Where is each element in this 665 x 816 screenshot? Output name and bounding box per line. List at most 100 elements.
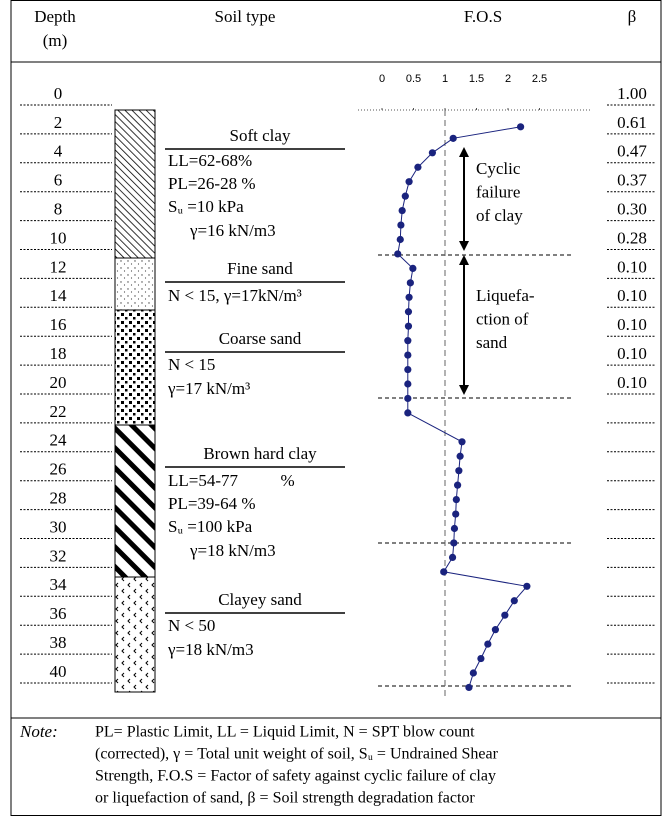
depth-label: 6 bbox=[54, 171, 63, 190]
fos-point bbox=[511, 597, 518, 604]
fos-point bbox=[501, 612, 508, 619]
fos-point bbox=[458, 438, 465, 445]
beta-value: 1.00 bbox=[617, 84, 647, 103]
fos-point bbox=[394, 250, 401, 257]
fos-point bbox=[405, 308, 412, 315]
beta-value: 0.28 bbox=[617, 228, 647, 247]
depth-label: 32 bbox=[50, 546, 67, 565]
fos-point bbox=[452, 510, 459, 517]
header-soil: Soil type bbox=[215, 7, 276, 26]
beta-value: 0.10 bbox=[617, 286, 647, 305]
beta-value: 0.30 bbox=[617, 200, 647, 219]
beta-value: 0.10 bbox=[617, 373, 647, 392]
layer-name: Soft clay bbox=[230, 126, 291, 145]
fos-point bbox=[404, 380, 411, 387]
annotation: of clay bbox=[476, 206, 523, 225]
fos-point bbox=[404, 337, 411, 344]
fos-point bbox=[454, 482, 461, 489]
fos-point bbox=[477, 655, 484, 662]
depth-label: 40 bbox=[50, 662, 67, 681]
fos-point bbox=[484, 641, 491, 648]
fos-point bbox=[404, 352, 411, 359]
x-tick-label: 0.5 bbox=[406, 73, 421, 85]
soil-layer bbox=[115, 577, 155, 692]
layer-property: LL=54-77 % bbox=[168, 471, 295, 490]
layer-name: Brown hard clay bbox=[203, 444, 317, 463]
beta-value: 0.10 bbox=[617, 257, 647, 276]
fos-point bbox=[397, 221, 404, 228]
annotation: ction of bbox=[476, 309, 529, 328]
annotation: Liquefa- bbox=[476, 286, 535, 305]
depth-label: 38 bbox=[50, 633, 67, 652]
soil-layer bbox=[115, 425, 155, 577]
depth-label: 12 bbox=[50, 257, 67, 276]
fos-point bbox=[404, 395, 411, 402]
fos-point bbox=[455, 467, 462, 474]
depth-label: 0 bbox=[54, 84, 63, 103]
x-tick-label: 1 bbox=[442, 73, 448, 85]
annotation: Cyclic bbox=[476, 159, 521, 178]
beta-value: 0.37 bbox=[617, 171, 647, 190]
fos-point bbox=[407, 279, 414, 286]
beta-value: 0.47 bbox=[617, 142, 647, 161]
header-depth-unit: (m) bbox=[43, 31, 68, 50]
depth-label: 26 bbox=[50, 460, 67, 479]
fos-point bbox=[451, 525, 458, 532]
note-line: Strength, F.O.S = Factor of safety again… bbox=[95, 768, 496, 785]
layer-name: Coarse sand bbox=[219, 329, 302, 348]
layer-property: Sᵤ =100 kPa bbox=[168, 517, 253, 536]
soil-layer bbox=[115, 310, 155, 425]
fos-point bbox=[399, 207, 406, 214]
fos-point bbox=[405, 323, 412, 330]
depth-label: 28 bbox=[50, 489, 67, 508]
fos-point bbox=[465, 684, 472, 691]
fos-point bbox=[429, 149, 436, 156]
depth-label: 22 bbox=[50, 402, 67, 421]
fos-point bbox=[523, 583, 530, 590]
depth-label: 14 bbox=[50, 286, 68, 305]
fos-point bbox=[414, 164, 421, 171]
beta-value: 0.61 bbox=[617, 113, 647, 132]
x-tick-label: 2.5 bbox=[532, 73, 547, 85]
fos-point bbox=[397, 236, 404, 243]
fos-point bbox=[404, 409, 411, 416]
header-beta: β bbox=[628, 7, 637, 26]
fos-point bbox=[450, 135, 457, 142]
depth-label: 4 bbox=[54, 142, 63, 161]
fos-point bbox=[402, 193, 409, 200]
layer-property: PL=39-64 % bbox=[168, 494, 256, 513]
note-label: Note: bbox=[19, 722, 58, 741]
depth-label: 24 bbox=[50, 431, 68, 450]
annotation: sand bbox=[476, 333, 508, 352]
layer-property: N < 15 bbox=[168, 355, 215, 374]
layer-property: γ=16 kN/m3 bbox=[189, 221, 276, 240]
depth-label: 30 bbox=[50, 517, 67, 536]
fos-point bbox=[405, 294, 412, 301]
layer-property: Sᵤ =10 kPa bbox=[168, 197, 244, 216]
note-line: PL= Plastic Limit, LL = Liquid Limit, N … bbox=[95, 724, 475, 741]
header-fos: F.O.S bbox=[464, 7, 502, 26]
x-tick-label: 0 bbox=[379, 73, 385, 85]
frame bbox=[11, 1, 661, 816]
layer-property: N < 50 bbox=[168, 616, 215, 635]
layer-property: γ=18 kN/m3 bbox=[189, 541, 276, 560]
soil-layer bbox=[115, 110, 155, 258]
beta-value: 0.10 bbox=[617, 344, 647, 363]
fos-point bbox=[449, 554, 456, 561]
annotation: failure bbox=[476, 182, 520, 201]
depth-label: 2 bbox=[54, 113, 63, 132]
beta-value: 0.10 bbox=[617, 315, 647, 334]
fos-point bbox=[409, 265, 416, 272]
fos-point bbox=[450, 539, 457, 546]
depth-label: 34 bbox=[50, 575, 68, 594]
fos-point bbox=[492, 626, 499, 633]
depth-label: 20 bbox=[50, 373, 67, 392]
depth-label: 16 bbox=[50, 315, 67, 334]
fos-point bbox=[517, 123, 524, 130]
fos-point bbox=[405, 178, 412, 185]
layer-property: LL=62-68% bbox=[168, 151, 252, 170]
layer-property: γ=18 kN/m3 bbox=[167, 640, 254, 659]
fos-point bbox=[453, 496, 460, 503]
layer-property: PL=26-28 % bbox=[168, 174, 256, 193]
depth-label: 10 bbox=[50, 228, 67, 247]
